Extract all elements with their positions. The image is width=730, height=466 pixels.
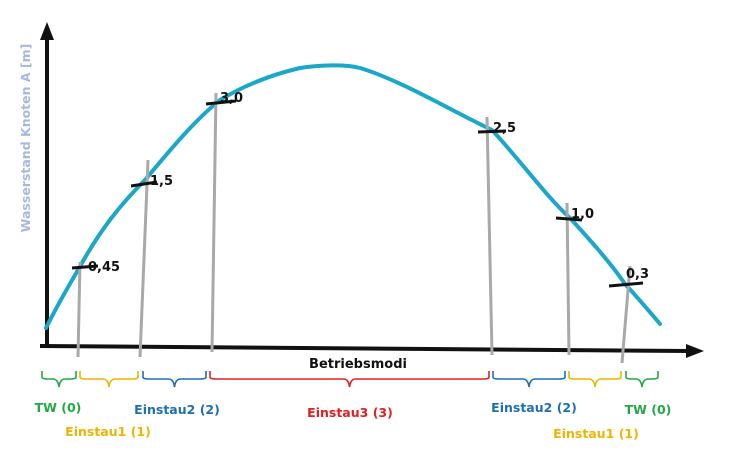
marker-vertical-line — [620, 265, 632, 364]
marker-value-label: 1,5 — [150, 174, 173, 189]
marker-tick — [608, 281, 644, 288]
marker-tick — [555, 216, 583, 222]
mode-label: TW (0) — [35, 400, 82, 415]
mode-label: Einstau2 (2) — [491, 400, 577, 415]
mode-label: Einstau2 (2) — [134, 402, 220, 417]
mode-brace — [492, 371, 566, 388]
mode-brace — [41, 371, 77, 388]
mode-label: Einstau1 (1) — [553, 426, 639, 441]
marker-value-label: 0,45 — [88, 260, 120, 275]
x-axis-arrowhead — [686, 344, 704, 358]
marker-tick — [71, 264, 99, 270]
marker-value-label: 0,3 — [626, 267, 649, 282]
x-axis-label: Betriebsmodi — [309, 357, 407, 372]
marker-value-label: 3,0 — [220, 91, 243, 106]
marker-vertical-line — [565, 202, 571, 356]
x-axis — [39, 344, 691, 353]
mode-label: Einstau3 (3) — [307, 405, 393, 420]
marker-value-label: 1,0 — [571, 207, 594, 222]
water-level-curve — [44, 63, 662, 330]
mode-brace — [568, 371, 622, 388]
marker-vertical-line — [485, 116, 494, 356]
marker-value-label: 2,5 — [493, 121, 516, 136]
mode-label: Einstau1 (1) — [65, 424, 151, 439]
mode-brace — [209, 371, 490, 388]
marker-tick — [477, 129, 507, 134]
marker-tick — [205, 99, 237, 106]
mode-brace — [79, 371, 139, 388]
marker-tick — [130, 180, 158, 188]
y-axis-label: Wasserstand Knoten A [m] — [18, 44, 33, 233]
y-axis-arrowhead — [40, 22, 54, 40]
marker-vertical-line — [76, 261, 82, 358]
marker-vertical-line — [210, 92, 218, 353]
mode-brace — [625, 371, 659, 388]
mode-brace — [142, 371, 207, 388]
mode-label: TW (0) — [625, 402, 672, 417]
marker-vertical-line — [138, 159, 150, 358]
